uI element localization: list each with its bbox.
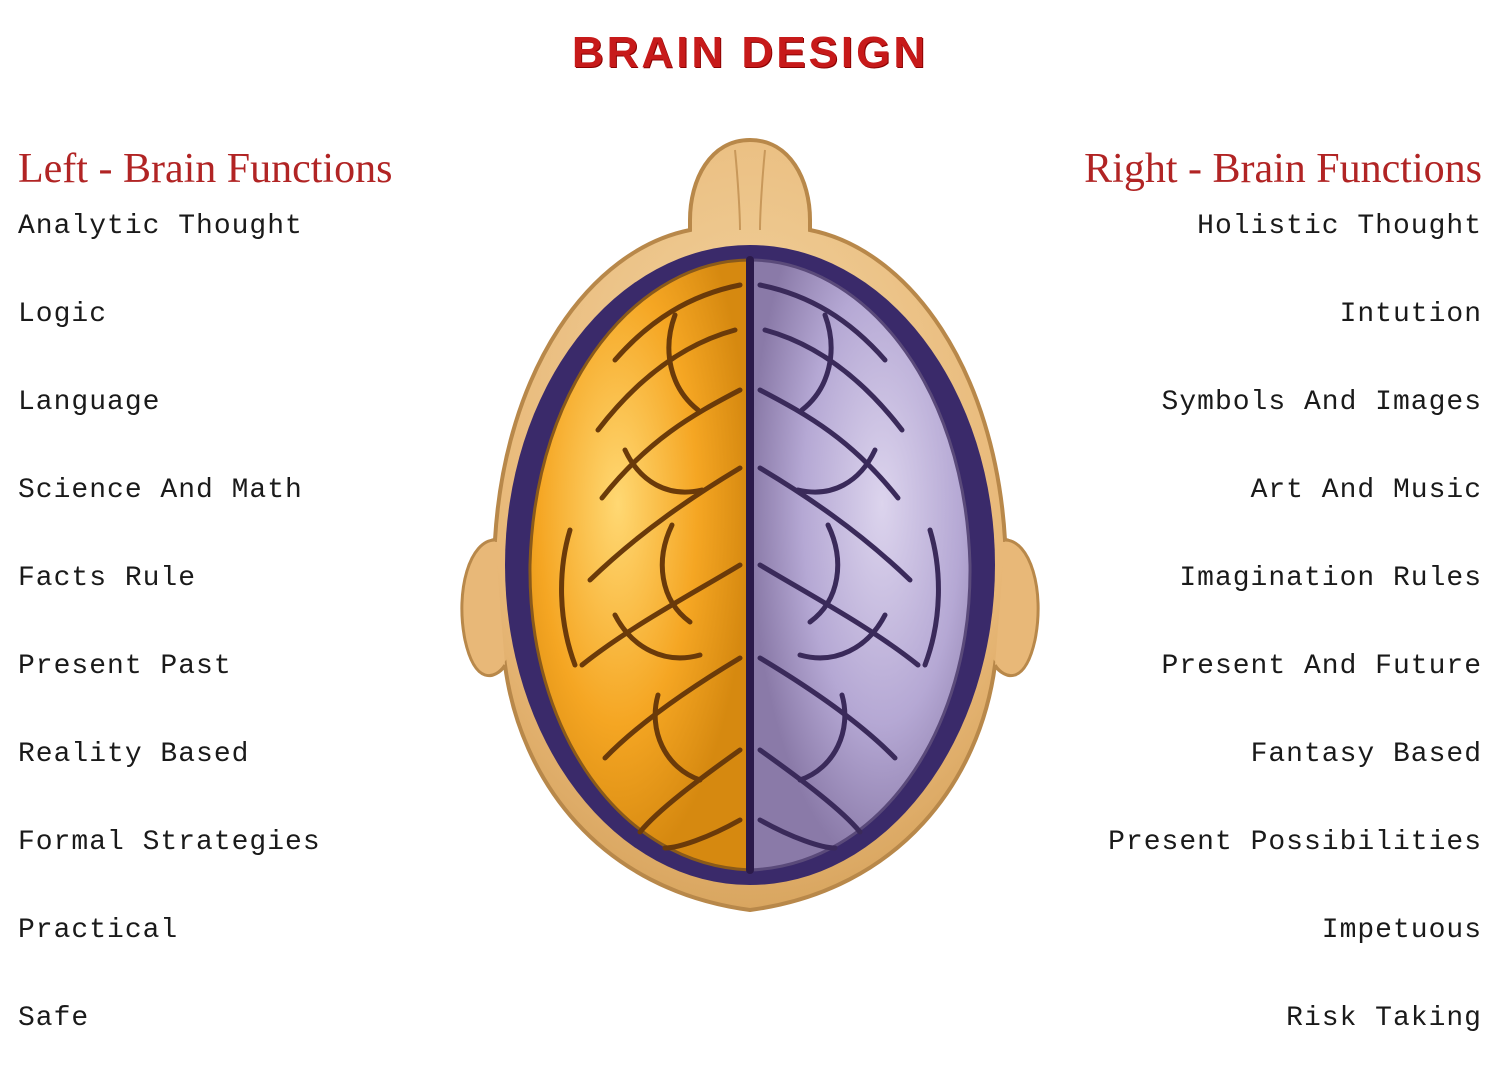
left-item: Practical [18, 915, 438, 946]
right-item: Imagination Rules [1062, 563, 1482, 594]
right-item: Risk Taking [1062, 1003, 1482, 1034]
right-item: Impetuous [1062, 915, 1482, 946]
brain-svg [440, 120, 1060, 940]
left-item: Logic [18, 299, 438, 330]
right-brain-column: Right - Brain Functions Holistic Thought… [1062, 145, 1482, 1091]
right-item: Art And Music [1062, 475, 1482, 506]
right-function-list: Holistic Thought Intution Symbols And Im… [1062, 211, 1482, 1034]
brain-diagram [440, 120, 1060, 940]
right-item: Present Possibilities [1062, 827, 1482, 858]
left-item: Science And Math [18, 475, 438, 506]
left-item: Present Past [18, 651, 438, 682]
right-item: Intution [1062, 299, 1482, 330]
left-item: Reality Based [18, 739, 438, 770]
left-item: Language [18, 387, 438, 418]
right-item: Fantasy Based [1062, 739, 1482, 770]
right-item: Holistic Thought [1062, 211, 1482, 242]
left-brain-column: Left - Brain Functions Analytic Thought … [18, 145, 438, 1091]
right-item: Present And Future [1062, 651, 1482, 682]
left-item: Analytic Thought [18, 211, 438, 242]
left-item: Safe [18, 1003, 438, 1034]
left-item: Facts Rule [18, 563, 438, 594]
left-function-list: Analytic Thought Logic Language Science … [18, 211, 438, 1034]
right-brain-heading: Right - Brain Functions [1062, 145, 1482, 193]
main-title: BRAIN DESIGN [572, 28, 928, 78]
left-item: Formal Strategies [18, 827, 438, 858]
right-item: Symbols And Images [1062, 387, 1482, 418]
left-brain-heading: Left - Brain Functions [18, 145, 438, 193]
